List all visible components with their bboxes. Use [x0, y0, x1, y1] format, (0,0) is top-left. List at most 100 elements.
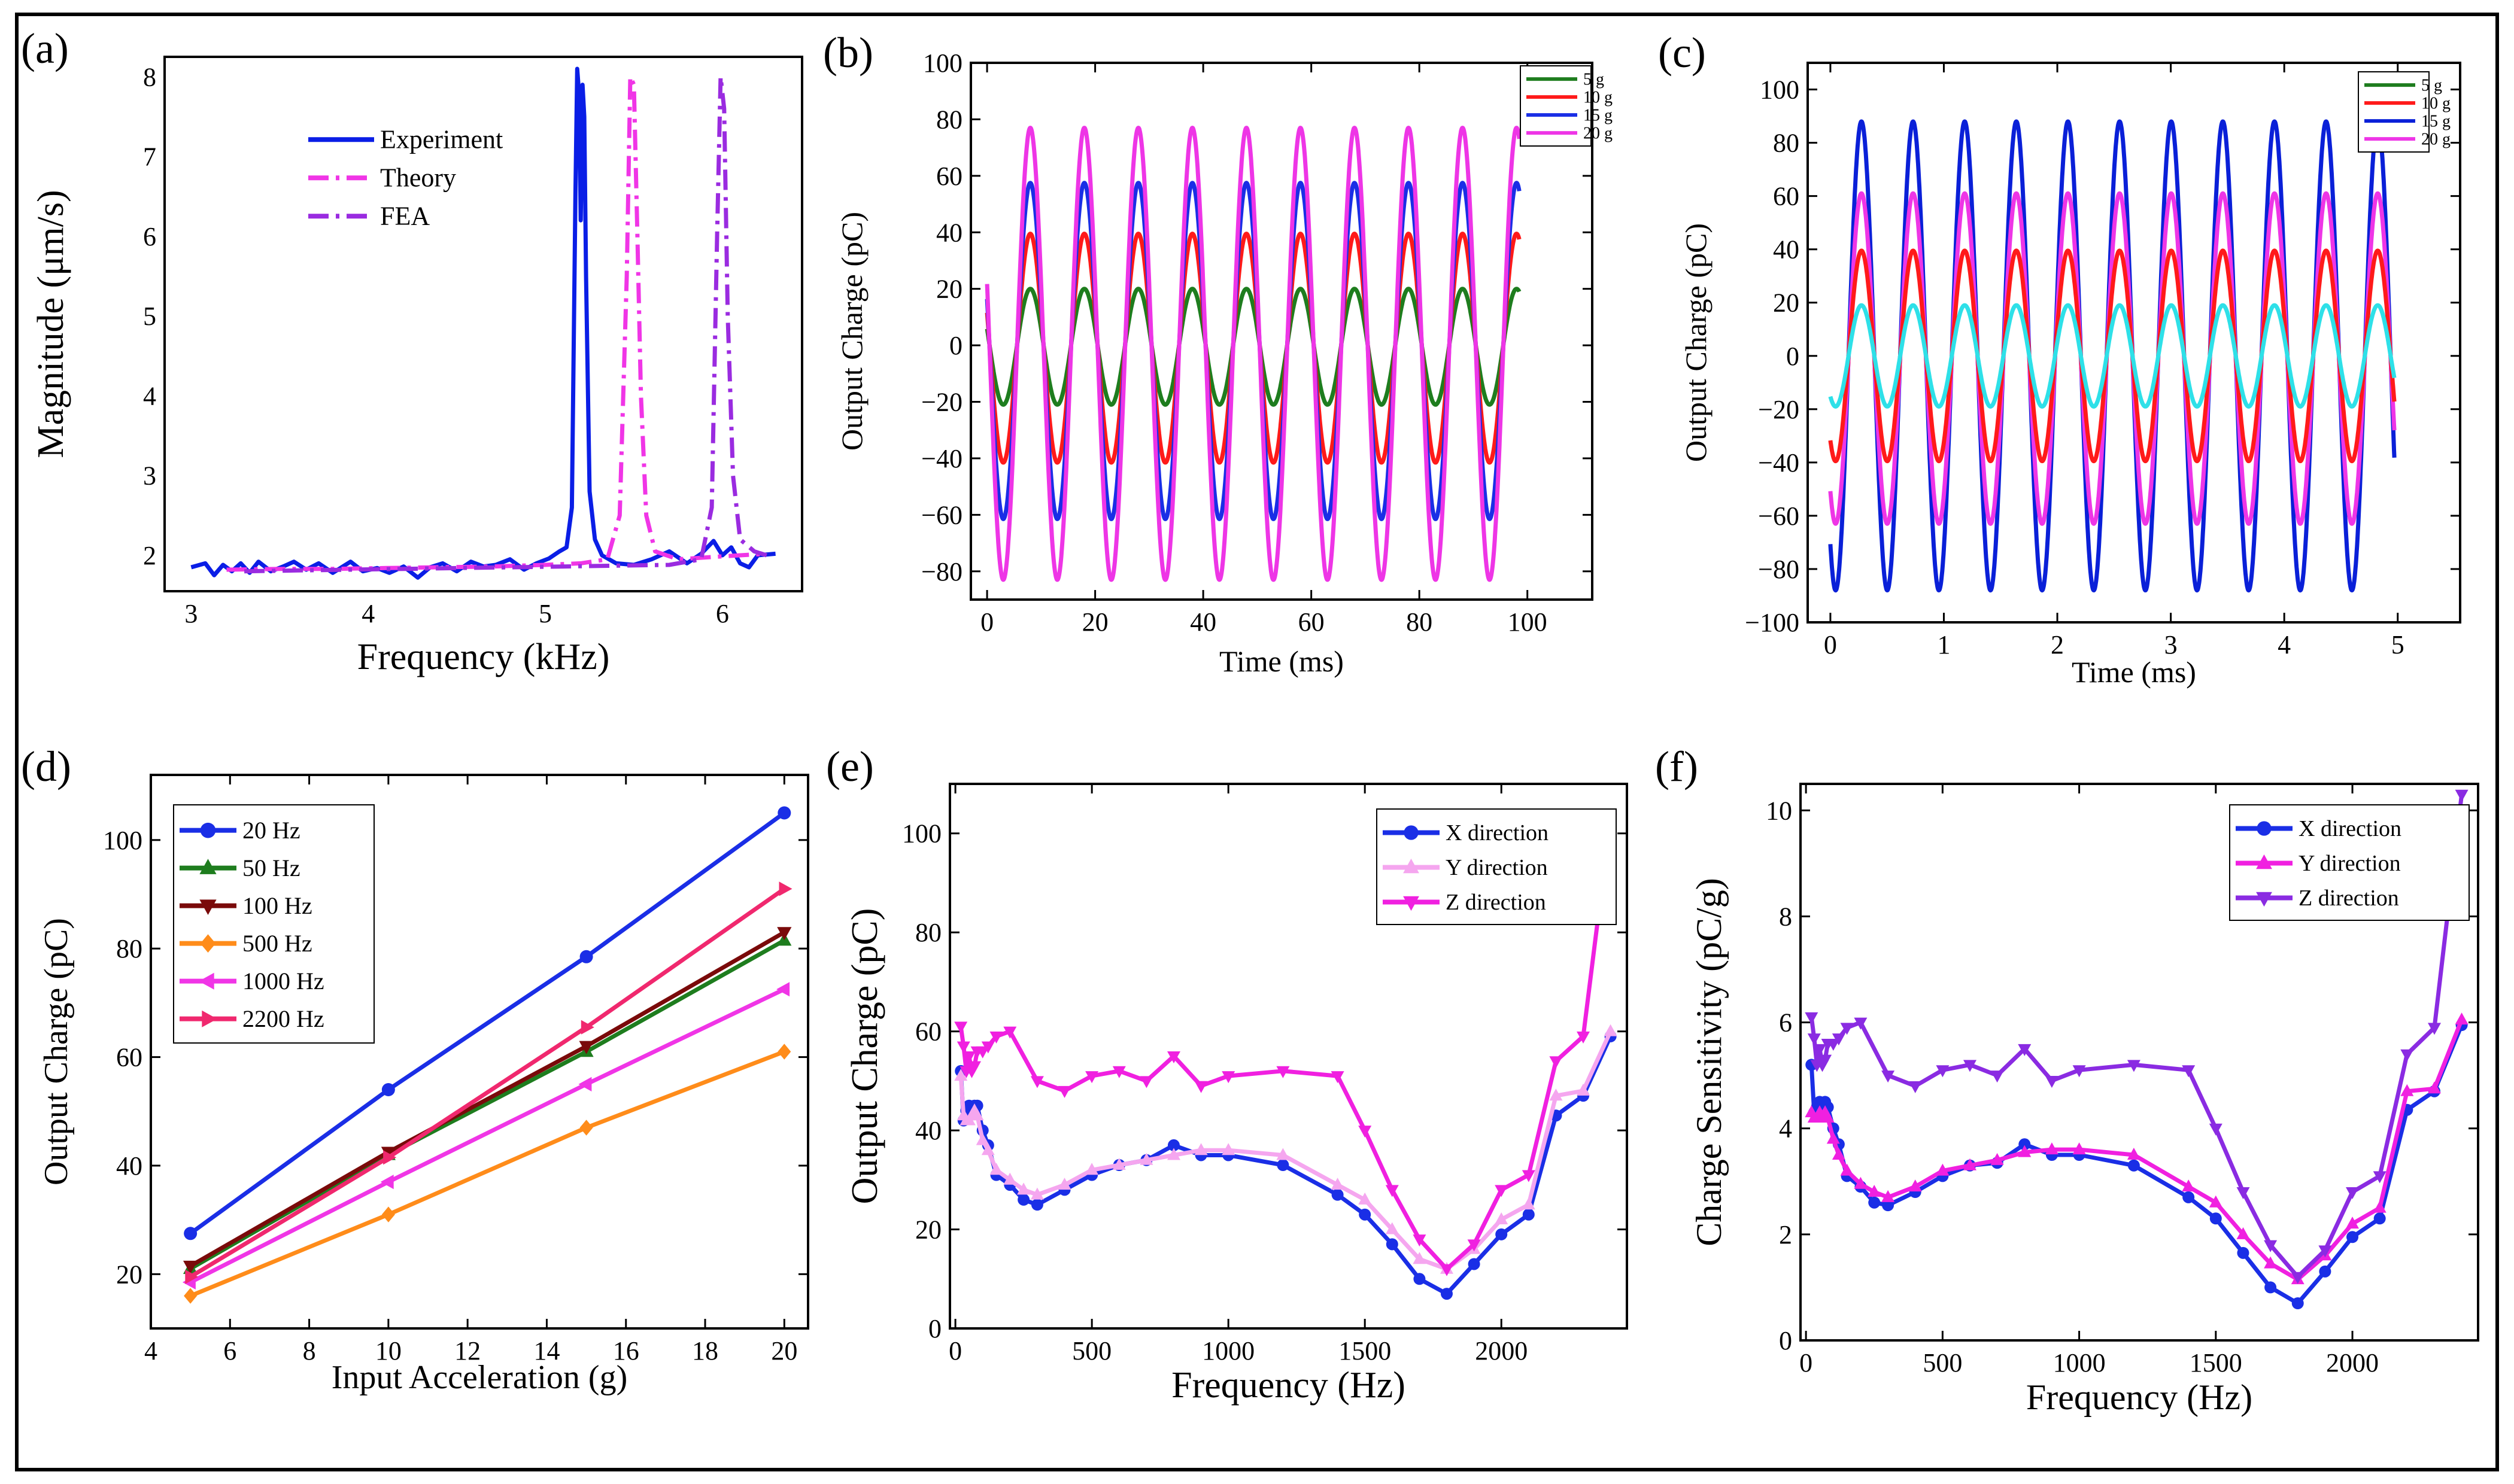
plot-frame — [949, 783, 1628, 1330]
data-point — [2237, 1246, 2249, 1259]
data-point — [989, 1031, 1003, 1044]
data-point — [183, 1260, 198, 1274]
data-point — [2373, 1200, 2387, 1213]
x-tick-label: 20 — [1082, 607, 1109, 637]
plot-area — [1805, 789, 2469, 1309]
data-point — [1358, 1192, 1372, 1205]
data-point — [1413, 1252, 1426, 1264]
x-tick-label: 20 — [771, 1336, 797, 1366]
series-line-500-hz — [189, 1050, 785, 1298]
data-point — [2256, 892, 2272, 907]
y-axis-label: Output Charge (pC) — [38, 918, 75, 1185]
legend-label: 100 Hz — [242, 892, 312, 919]
y-tick-label: 10 — [1766, 796, 1792, 825]
y-tick-label: 2 — [1779, 1220, 1792, 1249]
data-point — [1881, 1190, 1895, 1202]
data-point — [2127, 1060, 2140, 1072]
data-point — [1522, 1197, 1535, 1210]
data-point — [2018, 1145, 2032, 1157]
data-point — [2291, 1272, 2304, 1284]
data-point — [1167, 1139, 1180, 1151]
y-tick-label: 80 — [936, 105, 963, 134]
data-point — [1359, 1208, 1371, 1221]
y-tick-label: 0 — [1779, 1326, 1792, 1355]
data-point — [2257, 821, 2272, 836]
x-tick-label: 2 — [2051, 630, 2064, 659]
data-point — [1936, 1163, 1950, 1176]
x-axis-label: Frequency (Hz) — [1171, 1365, 1405, 1406]
x-tick-label: 16 — [613, 1336, 639, 1366]
data-point — [2346, 1231, 2359, 1243]
x-tick-label: 1000 — [1202, 1336, 1255, 1366]
data-point — [578, 1076, 592, 1091]
x-tick-label: 80 — [1406, 607, 1432, 637]
data-point — [1990, 1152, 2004, 1165]
legend-label: Z direction — [2299, 886, 2399, 911]
data-point — [2182, 1065, 2196, 1078]
panel-label: (d) — [21, 743, 71, 790]
data-point — [185, 1269, 199, 1284]
x-tick-label: 8 — [303, 1336, 316, 1366]
legend-label: Theory — [380, 163, 456, 193]
legend-label: FEA — [380, 202, 430, 231]
data-point — [1413, 1234, 1426, 1247]
data-point — [2209, 1212, 2222, 1225]
data-point — [1404, 825, 1419, 840]
data-point — [1495, 1228, 1508, 1240]
data-point — [1017, 1182, 1031, 1195]
data-point — [184, 1288, 198, 1304]
x-tick-label: 6 — [716, 599, 729, 628]
y-tick-label: 6 — [1779, 1008, 1792, 1038]
legend-label: 20 Hz — [242, 817, 300, 844]
data-point — [778, 806, 791, 820]
y-axis-label: Output Charge (pC) — [1679, 223, 1713, 462]
data-point — [2018, 1044, 2032, 1056]
x-tick-label: 2000 — [2326, 1348, 2379, 1377]
x-tick-label: 4 — [144, 1336, 157, 1366]
data-point — [1495, 1212, 1508, 1224]
data-point — [2072, 1065, 2086, 1078]
data-point — [1031, 1199, 1043, 1211]
data-point — [777, 927, 792, 941]
data-point — [1840, 1023, 1854, 1035]
y-tick-label: 20 — [915, 1215, 942, 1245]
data-point — [2373, 1212, 2386, 1225]
y-tick-label: −100 — [1745, 608, 1799, 637]
data-point — [2428, 1023, 2441, 1035]
data-point — [1403, 896, 1419, 911]
legend-label: 15 g — [1583, 106, 1613, 124]
x-axis-label: Frequency (Hz) — [2026, 1377, 2252, 1417]
y-tick-label: 20 — [936, 275, 963, 304]
y-axis-label: Magnitude (μm/s) — [31, 190, 71, 458]
y-tick-label: 100 — [103, 826, 142, 855]
series-line-fea — [244, 74, 767, 574]
legend-label: 1000 Hz — [242, 968, 324, 995]
data-point — [1826, 1039, 1840, 1051]
data-point — [380, 1175, 394, 1190]
y-tick-label: −20 — [921, 388, 963, 417]
x-axis-label: Input Acceleration (g) — [332, 1359, 627, 1396]
data-point — [1385, 1185, 1399, 1197]
data-point — [2373, 1171, 2387, 1184]
data-point — [981, 1143, 995, 1155]
series-line-y-direction — [1809, 1018, 2464, 1282]
data-point — [1112, 1066, 1126, 1078]
panel-label: (e) — [826, 743, 874, 790]
data-point — [957, 1041, 970, 1054]
data-point — [2182, 1179, 2196, 1192]
data-point — [1441, 1288, 1453, 1300]
data-point — [1818, 1054, 1832, 1067]
data-point — [581, 1020, 594, 1035]
plot-area — [1828, 119, 2397, 593]
data-point — [1963, 1158, 1976, 1170]
plot-frame — [150, 774, 809, 1330]
series-line-20-g — [985, 126, 1522, 582]
data-point — [184, 1227, 198, 1240]
data-point — [1085, 1163, 1099, 1175]
x-axis-label: Time (ms) — [2072, 655, 2196, 689]
data-point — [1277, 1159, 1289, 1171]
data-point — [954, 1069, 968, 1081]
panel-c: 0 1 2 3 4 5 −100 −80 −60 −40 −20 0 20 40 60 80 100 Time (… — [1658, 29, 2461, 689]
